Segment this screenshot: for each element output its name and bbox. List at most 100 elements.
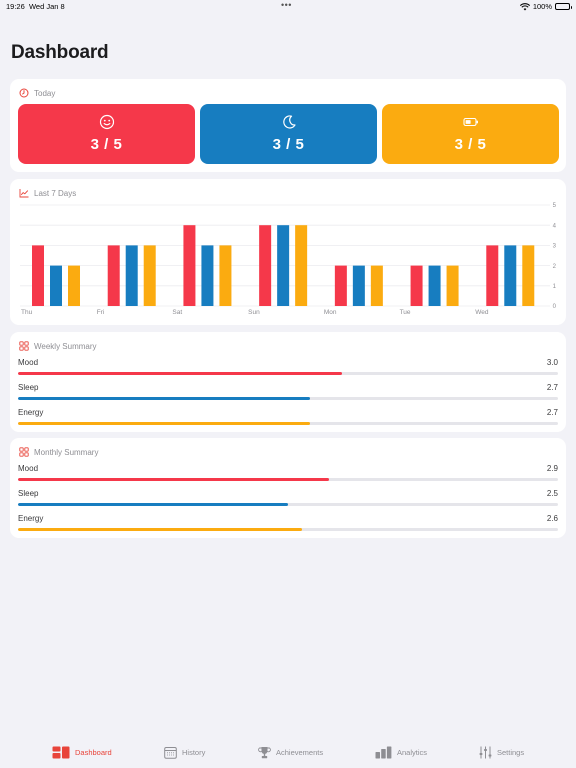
tab-dashboard[interactable]: Dashboard: [52, 746, 112, 759]
chart-bar: [125, 245, 138, 306]
x-tick-label: Mon: [324, 309, 337, 316]
tab-label: Dashboard: [75, 748, 112, 757]
chart-bar: [259, 225, 272, 306]
y-tick-label: 3: [553, 244, 557, 250]
progress-track: [18, 422, 558, 425]
x-tick-label: Wed: [475, 309, 489, 316]
weekly-summary-card: Weekly Summary Mood 3.0 Sleep 2.7 Energy…: [10, 332, 566, 432]
chart-bar: [410, 265, 423, 306]
metric-label: Mood: [18, 464, 39, 473]
today-title: Today: [34, 88, 56, 98]
chart-bar: [486, 245, 499, 306]
metric-value: 2.6: [546, 514, 558, 523]
monthly-summary-title: Monthly Summary: [34, 447, 99, 457]
progress-bar: [18, 372, 342, 375]
sleep-value: 3 / 5: [272, 136, 305, 153]
weekly-sleep-metric: Sleep 2.7: [18, 383, 558, 405]
metric-label: Energy: [18, 408, 44, 417]
today-card: Today 3 / 5 3 / 5 3 / 5: [10, 79, 566, 172]
chart-bar: [504, 245, 517, 306]
chart-bar: [107, 245, 120, 306]
metric-label: Sleep: [18, 489, 39, 498]
chart-bar: [370, 265, 383, 306]
sleep-tile[interactable]: 3 / 5: [200, 104, 377, 164]
monthly-energy-metric: Energy 2.6: [18, 514, 558, 536]
chart-bar: [68, 265, 80, 306]
today-tiles: 3 / 5 3 / 5 3 / 5: [18, 104, 559, 164]
y-tick-label: 1: [553, 284, 557, 290]
energy-tile[interactable]: 3 / 5: [382, 104, 559, 164]
progress-bar: [18, 422, 310, 425]
chart-bar: [334, 265, 347, 306]
calendar-icon: [164, 747, 177, 759]
metric-value: 3.0: [546, 358, 558, 367]
today-header: Today: [19, 88, 55, 98]
tab-label: History: [182, 748, 206, 757]
tab-label: Analytics: [397, 748, 428, 757]
last-7-days-header: Last 7 Days: [19, 188, 76, 198]
tab-bar: Dashboard History Achievements Analytics…: [0, 740, 576, 768]
weekly-summary-header: Weekly Summary: [19, 341, 97, 351]
smiley-face-icon: [99, 114, 114, 130]
metric-label: Energy: [18, 514, 44, 523]
trend-chart-icon: [19, 189, 29, 198]
metric-label: Sleep: [18, 383, 39, 392]
x-tick-label: Tue: [400, 309, 411, 316]
x-tick-label: Sun: [248, 309, 260, 316]
status-right: 100%: [519, 2, 572, 11]
x-tick-label: Thu: [21, 309, 33, 316]
energy-value: 3 / 5: [454, 136, 487, 153]
status-bar: 19:26 Wed Jan 8 ••• 100%: [0, 0, 576, 12]
chart-bar: [32, 245, 44, 306]
page-title: Dashboard: [11, 42, 109, 63]
progress-bar: [18, 503, 288, 506]
chart-bar: [183, 225, 196, 306]
status-time: 19:26 Wed Jan 8: [6, 2, 65, 11]
chart-bar: [428, 265, 441, 306]
tab-analytics[interactable]: Analytics: [375, 746, 427, 759]
x-tick-label: Sat: [172, 309, 182, 316]
progress-bar: [18, 528, 302, 531]
chart-bar: [352, 265, 365, 306]
dashboard-icon: [52, 746, 70, 759]
last-7-days-card: Last 7 Days 0 1 2 3 4 5 Thu Fri Sat Sun Mon Tue Wed: [10, 179, 566, 325]
progress-track: [18, 528, 558, 531]
metric-value: 2.7: [546, 408, 558, 417]
y-tick-label: 5: [553, 203, 557, 209]
y-tick-label: 0: [553, 304, 557, 310]
progress-track: [18, 372, 558, 375]
mood-value: 3 / 5: [90, 136, 123, 153]
multitasking-dots-icon[interactable]: •••: [281, 0, 292, 10]
monthly-summary-card: Monthly Summary Mood 2.9 Sleep 2.5 Energ…: [10, 438, 566, 538]
tab-history[interactable]: History: [164, 746, 205, 759]
weekly-mood-metric: Mood 3.0: [18, 358, 558, 380]
battery-status-icon: [555, 3, 572, 10]
tab-label: Settings: [497, 748, 525, 757]
wifi-icon: [519, 2, 530, 10]
last-7-days-title: Last 7 Days: [34, 188, 77, 198]
progress-track: [18, 478, 558, 481]
tab-label: Achievements: [276, 748, 324, 757]
metric-label: Mood: [18, 358, 39, 367]
grid-icon: [19, 447, 29, 457]
weekly-energy-metric: Energy 2.7: [18, 408, 558, 430]
chart-bar: [295, 225, 308, 306]
metric-value: 2.5: [546, 489, 558, 498]
chart-bar: [50, 265, 62, 306]
x-tick-label: Fri: [97, 309, 105, 316]
tab-settings[interactable]: Settings: [479, 746, 524, 759]
tab-achievements[interactable]: Achievements: [258, 746, 323, 759]
monthly-sleep-metric: Sleep 2.5: [18, 489, 558, 511]
sliders-icon: [479, 746, 492, 759]
mood-tile[interactable]: 3 / 5: [18, 104, 195, 164]
monthly-mood-metric: Mood 2.9: [18, 464, 558, 486]
chart-bar: [219, 245, 232, 306]
chart-bar: [201, 245, 214, 306]
moon-icon: [282, 115, 296, 129]
chart-bar: [522, 245, 535, 306]
progress-bar: [18, 397, 310, 400]
y-tick-label: 4: [553, 223, 557, 229]
battery-percent: 100%: [532, 2, 552, 11]
metric-value: 2.7: [546, 383, 558, 392]
progress-bar: [18, 478, 329, 481]
